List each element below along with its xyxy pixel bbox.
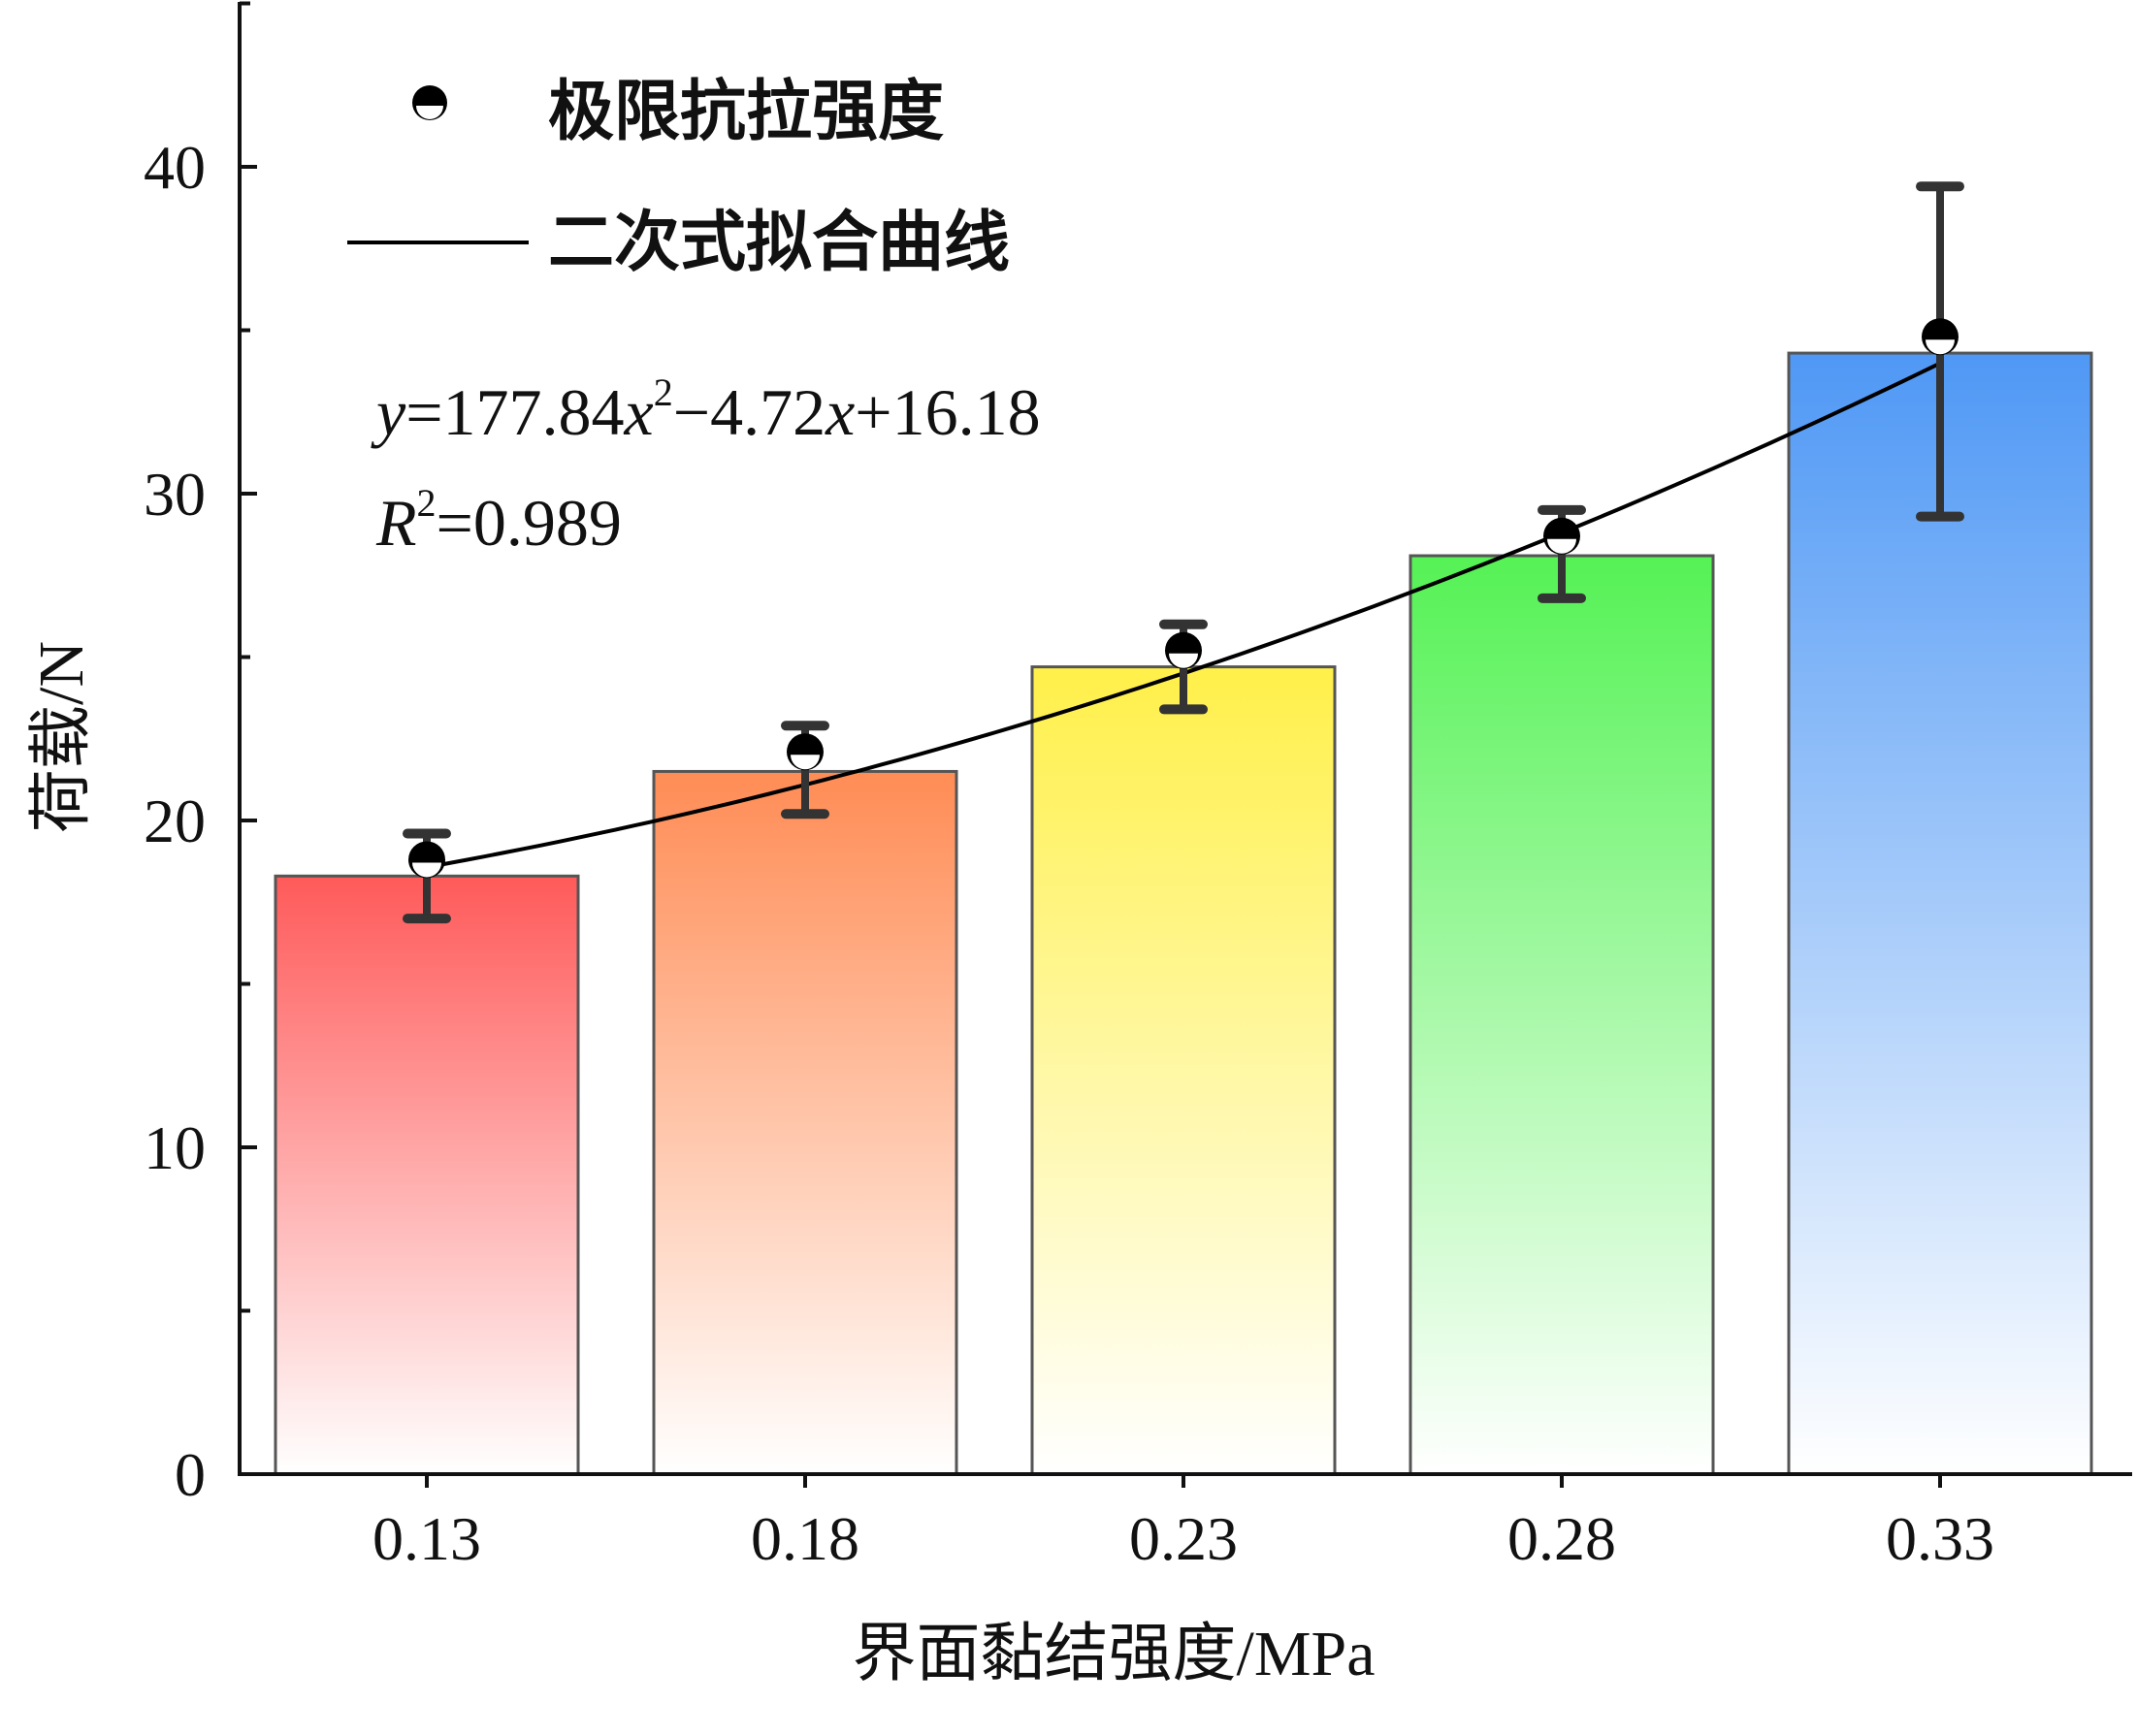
bar-0.13 — [274, 874, 580, 1476]
point-marker-half — [1169, 653, 1198, 668]
y-tick-label: 0 — [175, 1440, 206, 1509]
legend-label-line: 二次式拟合曲线 — [548, 205, 1010, 281]
x-ticks: 0.13 0.18 0.23 0.28 0.33 — [372, 1474, 1994, 1573]
equation-annotation: y=177.84x2−4.72x+16.18 — [371, 370, 1041, 449]
bar-0.33 — [1787, 351, 2093, 1476]
point-marker-half — [412, 862, 441, 878]
data-point — [1922, 318, 1959, 356]
y-tick-label: 20 — [144, 787, 206, 855]
y-tick-label: 40 — [144, 133, 206, 202]
bars-layer — [274, 351, 2093, 1476]
point-marker-half — [1926, 339, 1955, 355]
data-point — [787, 733, 824, 771]
legend-marker-scatter — [412, 85, 447, 120]
data-point — [408, 841, 445, 879]
bar-0.18 — [652, 769, 958, 1476]
r-squared-annotation: R2=0.989 — [375, 481, 622, 560]
y-axis-title: 荷载/N — [26, 641, 97, 833]
point-marker-half — [1547, 538, 1576, 554]
x-tick-label: 0.33 — [1886, 1504, 1994, 1573]
points-layer — [408, 318, 1959, 879]
y-ticks: 0 10 20 30 40 — [144, 1, 257, 1509]
x-tick-label: 0.18 — [751, 1504, 859, 1573]
y-tick-label: 10 — [144, 1113, 206, 1182]
y-tick-label: 30 — [144, 460, 206, 529]
x-axis-title: 界面黏结强度/MPa — [852, 1619, 1375, 1689]
data-point — [1543, 517, 1580, 555]
x-tick-label: 0.13 — [372, 1504, 481, 1573]
legend-label-scatter: 极限抗拉强度 — [548, 74, 944, 150]
bar-0.28 — [1408, 554, 1715, 1476]
x-tick-label: 0.23 — [1129, 1504, 1238, 1573]
x-tick-label: 0.28 — [1507, 1504, 1616, 1573]
bar-0.23 — [1030, 665, 1337, 1476]
legend: 极限抗拉强度 二次式拟合曲线 — [347, 74, 1010, 281]
point-marker-half — [791, 755, 820, 770]
data-point — [1165, 631, 1202, 669]
